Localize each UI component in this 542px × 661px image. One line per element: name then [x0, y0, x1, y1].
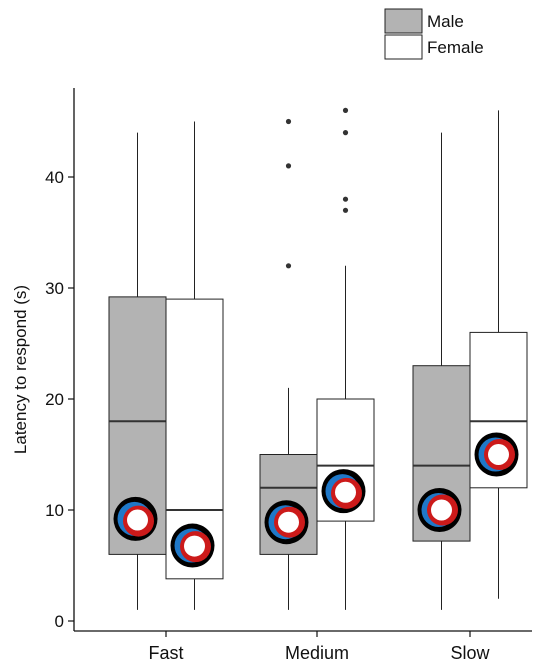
x-label-slow: Slow — [450, 643, 490, 661]
marker-female-fast — [170, 523, 215, 568]
legend-swatch-female — [384, 34, 423, 60]
axes: 0 10 20 30 40 Latency to respond (s) — [11, 88, 532, 637]
outlier-female-medium-0 — [342, 207, 349, 213]
outlier-male-medium-2 — [285, 118, 292, 125]
marker-core-male-medium — [278, 511, 299, 533]
mean-markers — [113, 432, 519, 568]
legend-swatch-male — [384, 8, 423, 34]
box-male-slow — [412, 132, 471, 610]
x-label-medium: Medium — [285, 643, 349, 661]
y-axis-title: Latency to respond (s) — [11, 285, 30, 454]
marker-female-slow — [474, 432, 519, 477]
y-tick-label-40: 40 — [45, 168, 64, 187]
marker-male-fast — [113, 496, 158, 541]
marker-female-medium — [321, 469, 366, 514]
outlier-male-medium-0 — [285, 263, 292, 269]
legend: Male Female — [384, 8, 484, 60]
box-female-slow — [469, 110, 528, 599]
boxes — [108, 107, 528, 610]
marker-male-slow — [417, 488, 462, 532]
box-female-medium — [316, 107, 375, 610]
y-tick-label-30: 30 — [45, 279, 64, 298]
y-tick-label-20: 20 — [45, 390, 64, 409]
marker-core-male-fast — [127, 509, 148, 531]
marker-core-male-slow — [431, 499, 452, 521]
y-tick-label-0: 0 — [55, 612, 64, 631]
category-labels: Fast Medium Slow — [148, 643, 490, 661]
legend-label-male: Male — [427, 12, 464, 31]
marker-male-medium — [264, 500, 309, 545]
y-tick-label-10: 10 — [45, 501, 64, 520]
marker-core-female-slow — [488, 444, 509, 465]
marker-core-female-fast — [184, 535, 205, 557]
marker-core-female-medium — [335, 481, 356, 503]
outlier-female-medium-2 — [342, 130, 349, 136]
x-label-fast: Fast — [148, 643, 183, 661]
outlier-female-medium-3 — [342, 107, 349, 113]
legend-label-female: Female — [427, 38, 484, 57]
outlier-male-medium-1 — [285, 163, 292, 169]
outlier-female-medium-1 — [342, 196, 349, 202]
